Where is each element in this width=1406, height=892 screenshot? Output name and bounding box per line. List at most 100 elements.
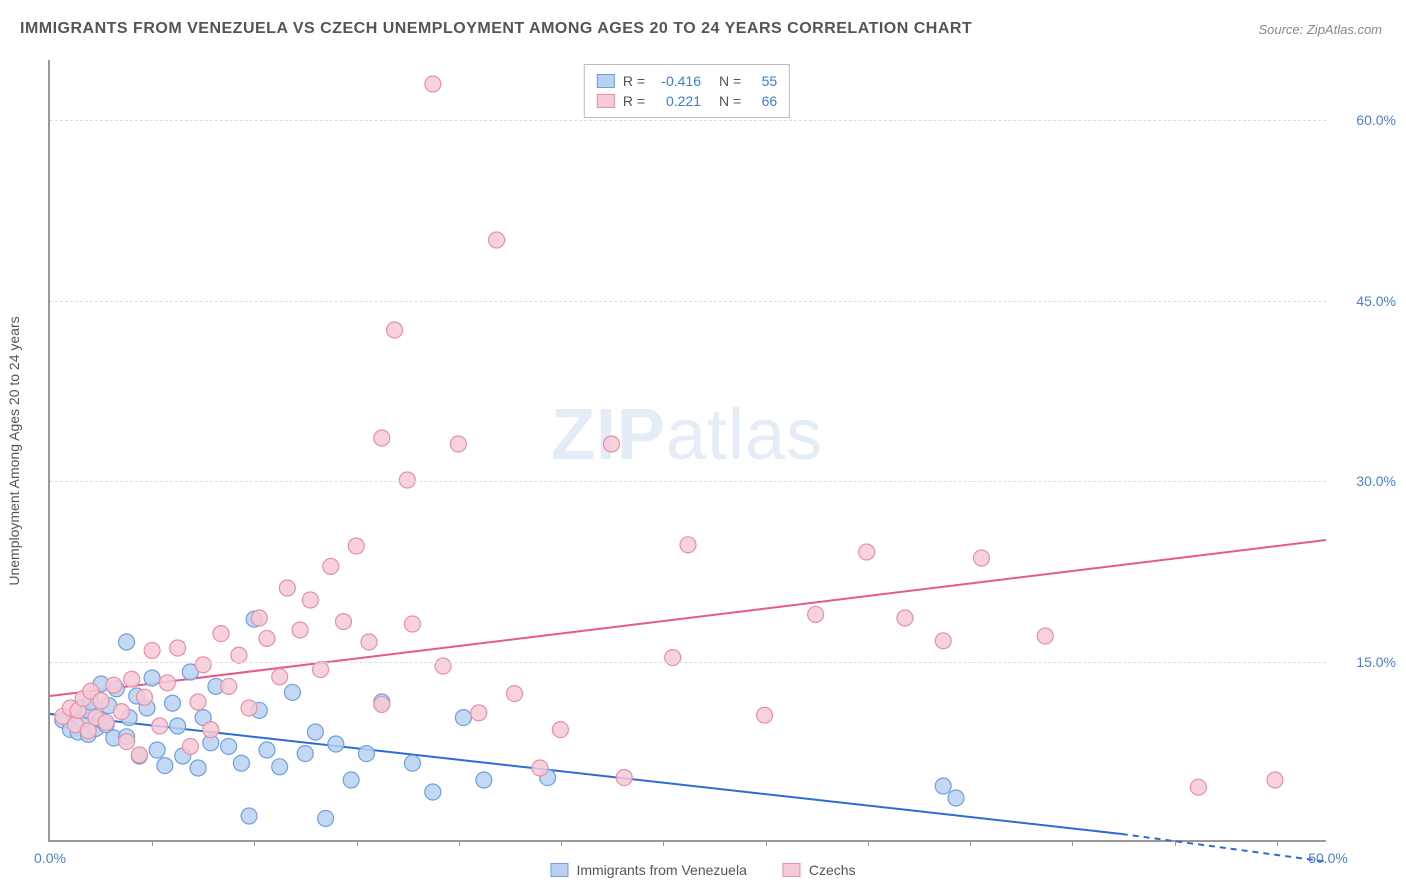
data-point [404, 616, 420, 632]
data-point [182, 738, 198, 754]
legend-item: Immigrants from Venezuela [550, 862, 746, 878]
data-point [144, 642, 160, 658]
data-point [374, 696, 390, 712]
data-point [328, 736, 344, 752]
plot-region: 15.0%30.0%45.0%60.0%0.0%50.0% [48, 60, 1326, 842]
data-point [808, 606, 824, 622]
data-point [1190, 779, 1206, 795]
data-point [159, 675, 175, 691]
data-point [335, 614, 351, 630]
stat-r-value: 0.221 [653, 93, 701, 109]
x-tick-mark [152, 840, 153, 846]
data-point [313, 662, 329, 678]
stat-r-value: -0.416 [653, 73, 701, 89]
data-point [1267, 772, 1283, 788]
data-point [259, 742, 275, 758]
y-axis-label: Unemployment Among Ages 20 to 24 years [6, 316, 22, 585]
x-tick-mark [357, 840, 358, 846]
data-point [124, 671, 140, 687]
data-point [425, 784, 441, 800]
data-point [119, 634, 135, 650]
data-point [935, 633, 951, 649]
source-attribution: Source: ZipAtlas.com [1258, 22, 1382, 37]
series-legend: Immigrants from VenezuelaCzechs [550, 862, 855, 878]
legend-row: R =-0.416N =55 [597, 71, 777, 91]
data-point [302, 592, 318, 608]
data-point [361, 634, 377, 650]
gridline [50, 120, 1326, 121]
data-point [98, 714, 114, 730]
x-tick-label: 50.0% [1308, 850, 1348, 866]
data-point [149, 742, 165, 758]
data-point [935, 778, 951, 794]
gridline [50, 301, 1326, 302]
x-tick-mark [561, 840, 562, 846]
data-point [170, 718, 186, 734]
legend-swatch [550, 863, 568, 877]
data-point [1037, 628, 1053, 644]
trend-line-dashed [1122, 834, 1326, 862]
data-point [680, 537, 696, 553]
legend-swatch [597, 94, 615, 108]
data-point [489, 232, 505, 248]
x-tick-mark [868, 840, 869, 846]
stat-n-value: 55 [749, 73, 777, 89]
data-point [318, 810, 334, 826]
gridline [50, 662, 1326, 663]
data-point [221, 738, 237, 754]
data-point [973, 550, 989, 566]
data-point [119, 734, 135, 750]
stat-n-value: 66 [749, 93, 777, 109]
data-point [113, 704, 129, 720]
x-tick-mark [1072, 840, 1073, 846]
data-point [603, 436, 619, 452]
data-point [221, 678, 237, 694]
data-point [552, 722, 568, 738]
data-point [948, 790, 964, 806]
y-tick-label: 45.0% [1336, 293, 1396, 309]
data-point [93, 693, 109, 709]
data-point [213, 626, 229, 642]
data-point [284, 684, 300, 700]
data-point [471, 705, 487, 721]
data-point [343, 772, 359, 788]
data-point [144, 670, 160, 686]
data-point [241, 700, 257, 716]
data-point [272, 759, 288, 775]
stat-n-label: N = [719, 73, 741, 89]
chart-title: IMMIGRANTS FROM VENEZUELA VS CZECH UNEMP… [20, 20, 972, 38]
trend-line [50, 540, 1326, 696]
x-tick-mark [970, 840, 971, 846]
x-tick-mark [254, 840, 255, 846]
data-point [348, 538, 364, 554]
data-point [399, 472, 415, 488]
data-point [259, 630, 275, 646]
x-tick-mark [663, 840, 664, 846]
legend-label: Immigrants from Venezuela [576, 862, 746, 878]
data-point [136, 689, 152, 705]
chart-area: Unemployment Among Ages 20 to 24 years Z… [48, 60, 1326, 842]
data-point [307, 724, 323, 740]
data-point [476, 772, 492, 788]
data-point [251, 610, 267, 626]
correlation-legend: R =-0.416N =55R =0.221N =66 [584, 64, 790, 118]
data-point [455, 710, 471, 726]
scatter-svg [50, 60, 1326, 840]
y-tick-label: 60.0% [1336, 112, 1396, 128]
stat-n-label: N = [719, 93, 741, 109]
data-point [170, 640, 186, 656]
x-tick-label: 0.0% [34, 850, 66, 866]
x-tick-mark [1277, 840, 1278, 846]
legend-swatch [597, 74, 615, 88]
data-point [190, 694, 206, 710]
gridline [50, 481, 1326, 482]
data-point [532, 760, 548, 776]
data-point [279, 580, 295, 596]
data-point [387, 322, 403, 338]
data-point [506, 686, 522, 702]
data-point [152, 718, 168, 734]
data-point [203, 722, 219, 738]
data-point [859, 544, 875, 560]
data-point [425, 76, 441, 92]
data-point [190, 760, 206, 776]
